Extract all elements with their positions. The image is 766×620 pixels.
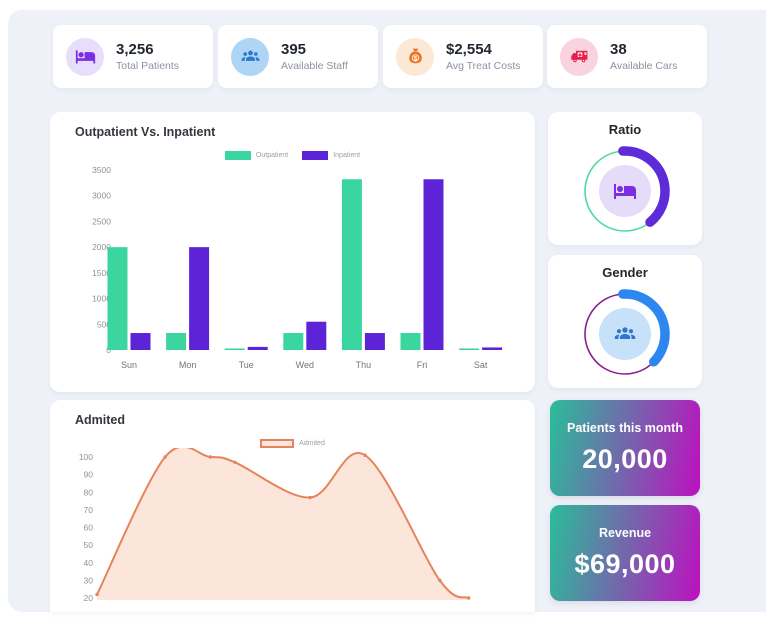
svg-text:100: 100: [79, 452, 93, 462]
stat-label: Total Patients: [116, 59, 180, 72]
legend-item-admitted[interactable]: Admited: [260, 439, 325, 448]
legend-label: Admited: [299, 440, 325, 447]
bed-icon: [66, 37, 104, 76]
svg-text:3500: 3500: [92, 165, 111, 175]
stat-value: $2,554: [446, 40, 492, 58]
donut-title: Gender: [602, 265, 648, 280]
svg-text:Wed: Wed: [296, 360, 314, 370]
kpi-card-patients-this-month: Patients this month 20,000: [550, 400, 700, 496]
stat-value: 395: [281, 40, 307, 58]
svg-text:80: 80: [84, 487, 94, 497]
gender-card: Gender: [548, 255, 702, 388]
stat-label: Available Staff: [281, 59, 348, 72]
legend-swatch: [224, 151, 251, 160]
donut-title: Ratio: [608, 122, 642, 137]
kpi-value: $69,000: [574, 549, 676, 579]
svg-text:500: 500: [97, 319, 111, 329]
admitted-chart-card: Admited Admited 100 90 80 70 60 50 40 30 20: [50, 400, 535, 612]
chart-title: Outpatient Vs. Inpatient: [75, 125, 216, 139]
svg-text:Thu: Thu: [356, 360, 372, 370]
gender-donut-chart: [580, 289, 670, 379]
bar-chart-legend: Outpatient Inpatient: [50, 151, 535, 160]
legend-label: Outpatient: [255, 152, 289, 159]
svg-text:2000: 2000: [92, 242, 111, 252]
svg-text:3000: 3000: [92, 191, 111, 201]
area-chart-plot: 100 90 80 70 60 50 40 30 20: [79, 448, 471, 603]
svg-text:50: 50: [84, 540, 94, 550]
legend-swatch: [260, 439, 295, 448]
svg-text:2500: 2500: [92, 216, 111, 226]
stat-value: 3,256: [116, 40, 154, 58]
stat-value: 38: [610, 40, 627, 58]
svg-text:Fri: Fri: [417, 360, 428, 370]
bar-chart-plot: 0500100015002000250030003500SunMonTueWed…: [92, 165, 503, 370]
legend-item-outpatient[interactable]: Outpatient: [224, 151, 289, 160]
ambulance-icon: [560, 37, 598, 76]
svg-text:90: 90: [84, 470, 94, 480]
svg-text:20: 20: [84, 593, 94, 603]
svg-text:70: 70: [84, 505, 94, 515]
people-icon: [231, 37, 269, 76]
stat-label: Avg Treat Costs: [446, 59, 521, 72]
stat-card-avg-treat-costs: $2,554 Avg Treat Costs: [383, 25, 543, 88]
stat-card-available-cars: 38 Available Cars: [547, 25, 707, 88]
legend-swatch: [302, 151, 329, 160]
svg-text:40: 40: [84, 558, 94, 568]
kpi-card-revenue: Revenue $69,000: [550, 505, 700, 601]
ratio-card: Ratio: [548, 112, 702, 245]
money-bag-icon: [396, 37, 434, 76]
legend-item-inpatient[interactable]: Inpatient: [302, 151, 360, 160]
area-chart-legend: Admited: [50, 439, 535, 448]
stat-card-total-patients: 3,256 Total Patients: [53, 25, 213, 88]
svg-text:1500: 1500: [92, 268, 111, 278]
svg-text:30: 30: [84, 575, 94, 585]
svg-text:Sat: Sat: [474, 360, 488, 370]
stat-card-available-staff: 395 Available Staff: [218, 25, 378, 88]
legend-label: Inpatient: [333, 152, 361, 159]
kpi-label: Patients this month: [567, 421, 683, 435]
kpi-value: 20,000: [582, 444, 668, 474]
stat-label: Available Cars: [610, 59, 678, 72]
ratio-donut-chart: [580, 146, 670, 236]
svg-text:1000: 1000: [92, 294, 111, 304]
kpi-label: Revenue: [598, 526, 652, 540]
svg-text:Tue: Tue: [239, 360, 254, 370]
chart-title: Admited: [75, 413, 125, 427]
svg-text:60: 60: [84, 523, 94, 533]
svg-text:Sun: Sun: [121, 360, 137, 370]
svg-text:Mon: Mon: [179, 360, 197, 370]
outpatient-inpatient-chart-card: Outpatient Vs. Inpatient Outpatient Inpa…: [50, 112, 535, 392]
